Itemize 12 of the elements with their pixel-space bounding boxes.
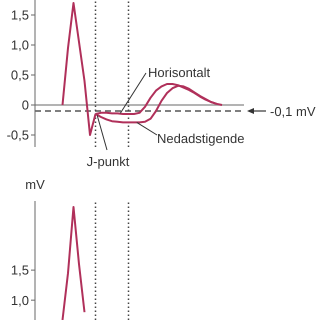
y-tick-label: 0,5 [10,68,29,83]
y-tick-label: 1,5 [10,8,29,23]
y-tick-label: 1,5 [10,262,29,278]
text: -0,1 mV [270,104,316,119]
y-tick-label: 1,0 [10,292,29,308]
y-tick-label: -0,5 [6,128,29,143]
annotation: Horisontalt [148,65,211,80]
y-tick-label: 0 [22,98,29,113]
y-tick-label: 1,0 [10,38,29,53]
y-axis-title: mV [25,177,46,192]
text: J-punkt [86,154,130,169]
annotation: Nedadstigende [157,131,244,146]
